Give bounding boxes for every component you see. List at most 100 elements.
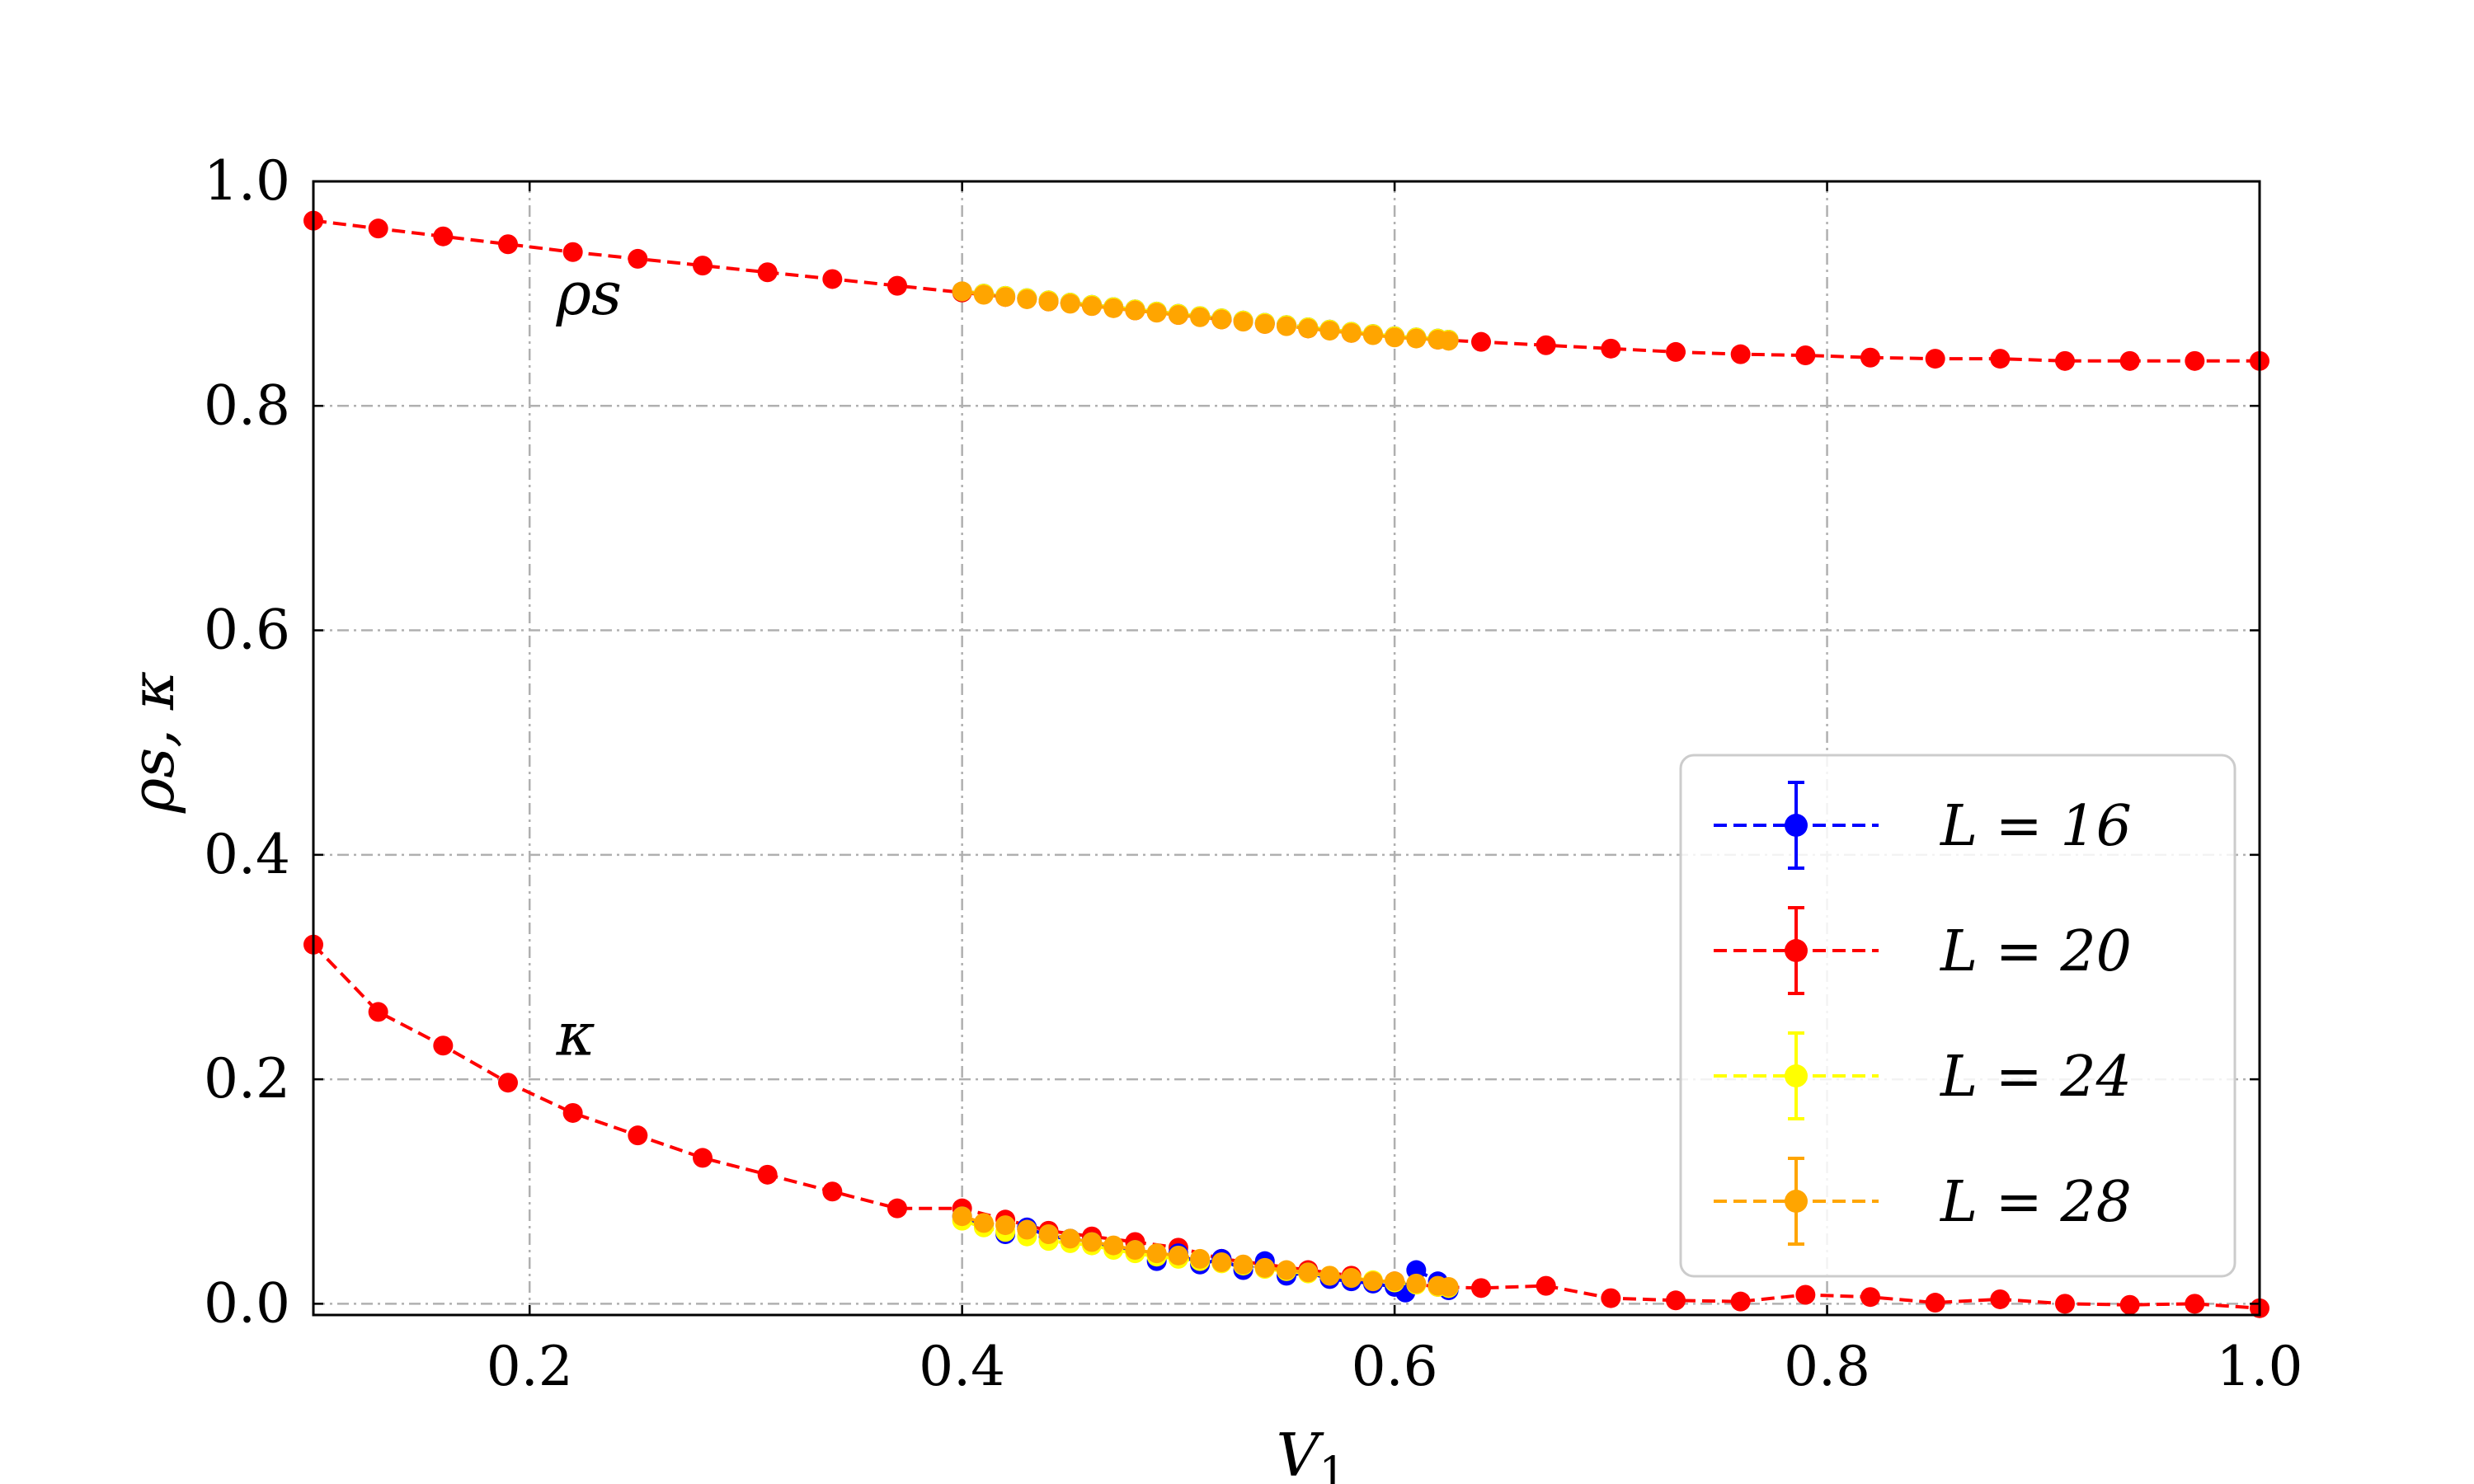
y-tick-label: 1.0 xyxy=(204,149,290,213)
data-point-kappa-l20 xyxy=(1471,1278,1491,1298)
data-point-rho-l28 xyxy=(1406,328,1427,349)
x-tick-label: 0.8 xyxy=(1784,1335,1870,1398)
data-point-kappa-l28 xyxy=(1254,1257,1275,1278)
x-axis-label-main: V xyxy=(1276,1421,1324,1484)
legend-label: L = 20 xyxy=(1939,919,2132,984)
y-tick-label: 0.2 xyxy=(204,1047,290,1111)
data-point-rho-l28 xyxy=(952,281,972,302)
data-point-kappa-l28 xyxy=(1038,1223,1059,1244)
legend-item: L = 16 xyxy=(1714,781,2132,870)
data-point-rho-l20 xyxy=(1925,349,1945,369)
data-point-kappa-l20 xyxy=(2055,1294,2075,1314)
data-point-rho-l20 xyxy=(693,256,713,276)
data-point-rho-l20 xyxy=(368,218,388,239)
data-point-rho-l20 xyxy=(757,262,778,283)
legend-item: L = 24 xyxy=(1714,1031,2132,1120)
data-point-rho-l20 xyxy=(433,226,454,247)
data-point-kappa-l28 xyxy=(1277,1260,1296,1280)
data-point-kappa-l28 xyxy=(973,1213,994,1233)
data-point-rho-l20 xyxy=(1860,347,1880,368)
x-tick-label: 0.2 xyxy=(487,1335,573,1398)
data-point-rho-l28 xyxy=(1082,296,1102,317)
data-point-kappa-l20 xyxy=(757,1164,778,1185)
data-point-rho-l20 xyxy=(2119,350,2140,371)
data-point-kappa-l20 xyxy=(1666,1290,1686,1311)
data-point-rho-l20 xyxy=(887,275,907,296)
data-point-kappa-l28 xyxy=(952,1206,972,1227)
data-point-rho-l28 xyxy=(1277,316,1296,336)
data-point-rho-l20 xyxy=(1471,331,1491,352)
data-point-kappa-l20 xyxy=(368,1002,388,1022)
data-point-rho-l20 xyxy=(1730,344,1751,364)
data-point-kappa-l20 xyxy=(1990,1289,2011,1309)
legend-label: L = 28 xyxy=(1939,1170,2132,1235)
legend: L = 16 L = 20 L = 24 L = 28 xyxy=(1679,754,2236,1278)
data-point-rho-l20 xyxy=(1990,349,2011,369)
data-point-kappa-l20 xyxy=(2119,1294,2140,1315)
legend-item: L = 28 xyxy=(1714,1157,2132,1246)
data-point-rho-l28 xyxy=(1298,318,1319,339)
y-tick-label: 0.8 xyxy=(204,373,290,437)
data-point-kappa-l28 xyxy=(1060,1228,1080,1249)
legend-box xyxy=(1679,754,2236,1278)
data-point-rho-l28 xyxy=(1168,305,1188,326)
y-tick-label: 0.0 xyxy=(204,1271,290,1335)
data-point-kappa-l20 xyxy=(1601,1288,1621,1308)
legend-marker xyxy=(1785,1190,1808,1213)
data-point-kappa-l20 xyxy=(1536,1275,1556,1296)
legend-marker xyxy=(1785,939,1808,962)
data-point-rho-l28 xyxy=(995,287,1016,308)
annotation-rho: ρs xyxy=(556,259,622,328)
axis-ticks: 0.2 0.4 0.6 0.8 1.0 0.0 0.2 0.4 0.6 0.8 1.0 xyxy=(204,149,2302,1398)
legend-label: L = 24 xyxy=(1939,1045,2132,1110)
data-point-kappa-l20 xyxy=(693,1148,713,1168)
data-point-rho-l28 xyxy=(1233,312,1253,332)
legend-marker xyxy=(1785,1064,1808,1087)
data-point-kappa-l20 xyxy=(1860,1287,1880,1308)
data-point-rho-l28 xyxy=(1319,321,1340,341)
data-point-rho-l28 xyxy=(1385,327,1405,348)
data-point-kappa-l28 xyxy=(1125,1240,1145,1261)
data-point-kappa-l28 xyxy=(1362,1271,1383,1292)
data-point-kappa-l28 xyxy=(1146,1243,1167,1264)
data-point-kappa-l28 xyxy=(1017,1219,1037,1240)
x-tick-label: 1.0 xyxy=(2217,1335,2303,1398)
data-point-rho-l20 xyxy=(822,269,843,289)
plot-frame xyxy=(312,180,2261,1317)
data-point-rho-l28 xyxy=(973,284,994,305)
data-point-rho-l28 xyxy=(1211,309,1232,330)
data-point-kappa-l28 xyxy=(1298,1262,1319,1283)
data-point-kappa-l28 xyxy=(1341,1268,1362,1289)
series-line-kappa-l20 xyxy=(312,943,2260,1310)
y-axis-label: ρs, κ xyxy=(118,671,187,814)
data-point-rho-l28 xyxy=(1125,300,1145,321)
data-point-kappa-l28 xyxy=(1233,1254,1253,1275)
data-point-rho-l28 xyxy=(1038,291,1059,312)
data-point-kappa-l20 xyxy=(822,1181,843,1202)
data-point-rho-l28 xyxy=(1103,298,1124,318)
data-point-rho-l28 xyxy=(1146,303,1167,323)
data-point-rho-l28 xyxy=(1190,307,1211,327)
data-point-kappa-l20 xyxy=(562,1102,583,1123)
data-point-kappa-l28 xyxy=(1168,1245,1188,1266)
data-point-kappa-l28 xyxy=(995,1215,1016,1236)
data-point-kappa-l28 xyxy=(1211,1252,1232,1273)
data-point-rho-l20 xyxy=(1666,341,1686,362)
data-point-kappa-l28 xyxy=(1319,1266,1340,1286)
y-tick-label: 0.4 xyxy=(204,823,290,886)
data-point-rho-l20 xyxy=(1795,345,1816,366)
x-tick-label: 0.6 xyxy=(1352,1335,1438,1398)
data-point-rho-l28 xyxy=(1254,313,1275,334)
legend-label: L = 16 xyxy=(1939,794,2132,859)
data-point-rho-l28 xyxy=(1341,322,1362,343)
x-tick-label: 0.4 xyxy=(919,1335,1005,1398)
data-point-rho-l20 xyxy=(1536,335,1556,355)
data-point-kappa-l28 xyxy=(1438,1276,1459,1297)
data-point-kappa-l20 xyxy=(887,1198,907,1219)
data-point-rho-l20 xyxy=(562,242,583,262)
data-point-kappa-l28 xyxy=(1103,1235,1124,1256)
legend-item: L = 20 xyxy=(1714,906,2132,995)
legend-marker xyxy=(1785,814,1808,837)
annotation-kappa: κ xyxy=(556,1000,595,1069)
data-point-rho-l20 xyxy=(1601,338,1621,359)
